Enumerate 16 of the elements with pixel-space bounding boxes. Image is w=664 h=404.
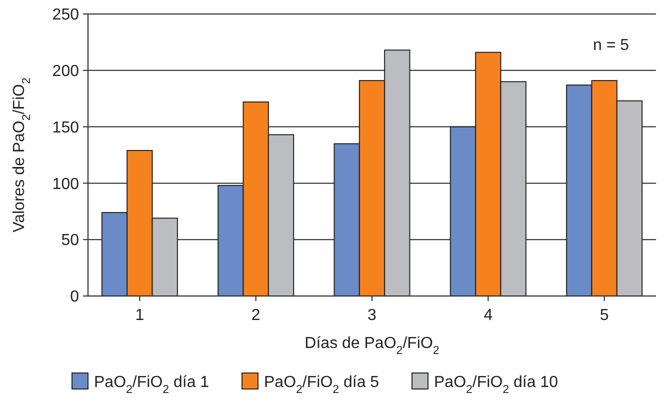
x-tick-label: 1 — [135, 307, 144, 324]
legend-label: PaO$_{2}$/FiO$_{2}$ día 1 — [94, 374, 210, 396]
x-axis-title: Días de PaO$_{2}$/FiO$_{2}$ — [304, 335, 440, 357]
x-tick-label: 4 — [484, 307, 493, 324]
annotation: n = 5 — [592, 37, 630, 54]
x-tick-label: 5 — [600, 307, 609, 324]
y-tick-label: 50 — [61, 232, 80, 250]
y-tick-label: 0 — [70, 288, 80, 306]
x-tick-label: 2 — [251, 307, 260, 324]
x-tick-label: 3 — [368, 307, 377, 324]
y-tick-label: 200 — [52, 63, 80, 80]
legend-label: PaO$_{2}$/FiO$_{2}$ día 10 — [434, 374, 558, 396]
legend-label: PaO$_{2}$/FiO$_{2}$ día 5 — [264, 374, 380, 396]
y-tick-label: 250 — [52, 6, 80, 24]
y-tick-label: 100 — [52, 176, 80, 193]
y-tick-label: 150 — [52, 119, 80, 136]
